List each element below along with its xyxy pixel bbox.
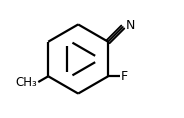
- Text: F: F: [121, 70, 128, 83]
- Text: N: N: [126, 19, 135, 32]
- Text: CH₃: CH₃: [15, 76, 37, 88]
